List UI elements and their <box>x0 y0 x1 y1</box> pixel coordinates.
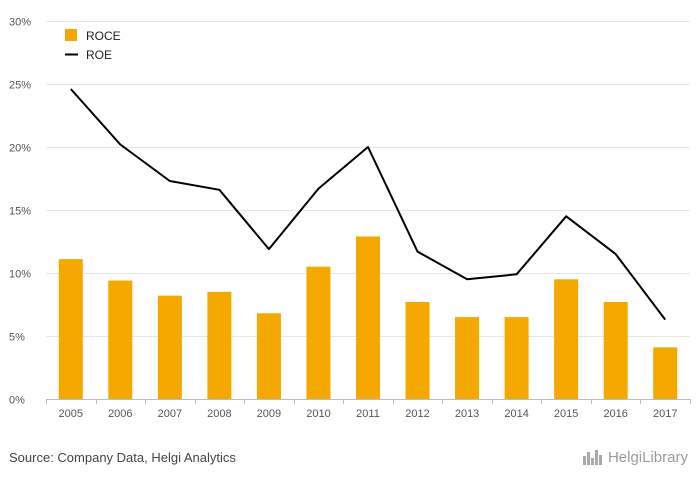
y-tick-label: 15% <box>9 206 31 218</box>
x-tick-label: 2017 <box>653 408 677 420</box>
x-tick-label: 2008 <box>207 408 231 420</box>
roce-bar <box>306 266 331 399</box>
legend-label-roe: ROE <box>86 48 112 62</box>
x-tick-label: 2010 <box>306 408 330 420</box>
roce-bar <box>504 317 529 399</box>
roce-bar <box>356 236 380 399</box>
y-tick-label: 5% <box>9 332 25 344</box>
x-tick-label: 2014 <box>504 408 528 420</box>
x-tick-label: 2009 <box>257 408 281 420</box>
roce-bar <box>108 280 133 399</box>
helgi-library-logo[interactable]: HelgiLibrary <box>582 448 688 466</box>
x-tick-label: 2016 <box>603 408 627 420</box>
legend: ROCE ROE <box>65 29 121 62</box>
roce-bar <box>58 259 83 399</box>
logo-text: HelgiLibrary <box>607 448 688 466</box>
roce-bar <box>256 313 281 399</box>
y-tick-label: 25% <box>9 80 31 92</box>
legend-label-roce: ROCE <box>86 29 121 43</box>
x-tick-label: 2012 <box>405 408 429 420</box>
roce-bar <box>554 279 579 399</box>
roce-bar <box>207 291 232 399</box>
roce-bar <box>603 301 628 399</box>
x-tick-label: 2015 <box>554 408 578 420</box>
legend-swatch-roce <box>65 29 77 41</box>
x-tick-label: 2005 <box>59 408 83 420</box>
roce-bar <box>455 317 480 399</box>
source-note: Source: Company Data, Helgi Analytics <box>9 450 236 465</box>
roce-bar <box>405 301 430 399</box>
x-tick-label: 2007 <box>158 408 182 420</box>
x-tick-label: 2006 <box>108 408 132 420</box>
y-tick-label: 10% <box>9 269 31 281</box>
x-tick-label: 2013 <box>455 408 479 420</box>
roce-bar <box>653 347 678 399</box>
y-tick-label: 30% <box>9 17 31 29</box>
roce-bar <box>157 295 182 399</box>
y-tick-label: 0% <box>9 395 25 407</box>
roe-line <box>70 88 666 321</box>
city-skyline-icon <box>582 450 602 465</box>
y-tick-label: 20% <box>9 143 31 155</box>
x-tick-label: 2011 <box>356 408 380 420</box>
